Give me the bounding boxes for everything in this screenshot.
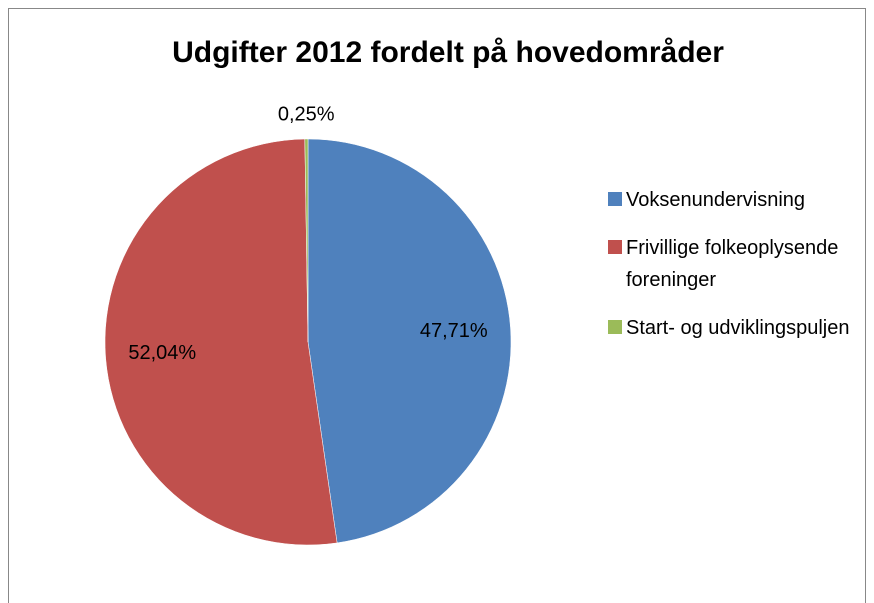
legend-label: Voksenundervisning — [626, 189, 806, 211]
legend-label: Frivillige folkeoplysende foreninger — [626, 237, 839, 291]
data-label: 52,04% — [128, 342, 196, 364]
pie-slice — [307, 138, 512, 544]
legend-swatch — [608, 240, 622, 254]
pie-slice — [304, 138, 309, 343]
data-label: 0,25% — [278, 103, 335, 125]
legend-swatch — [608, 192, 622, 206]
legend-label: Start- og udviklingspuljen — [626, 317, 850, 339]
legend-swatch — [608, 320, 622, 334]
chart-title: Udgifter 2012 fordelt på hovedområder — [172, 36, 724, 69]
pie-slice — [104, 138, 338, 546]
data-label: 47,71% — [420, 320, 488, 342]
legend-item: Start- og udviklingspuljen — [608, 312, 858, 344]
legend-item: Voksenundervisning — [608, 184, 858, 216]
legend: Voksenundervisning Frivillige folkeoplyse… — [608, 184, 858, 360]
legend-item: Frivillige folkeoplysende foreninger — [608, 232, 858, 296]
